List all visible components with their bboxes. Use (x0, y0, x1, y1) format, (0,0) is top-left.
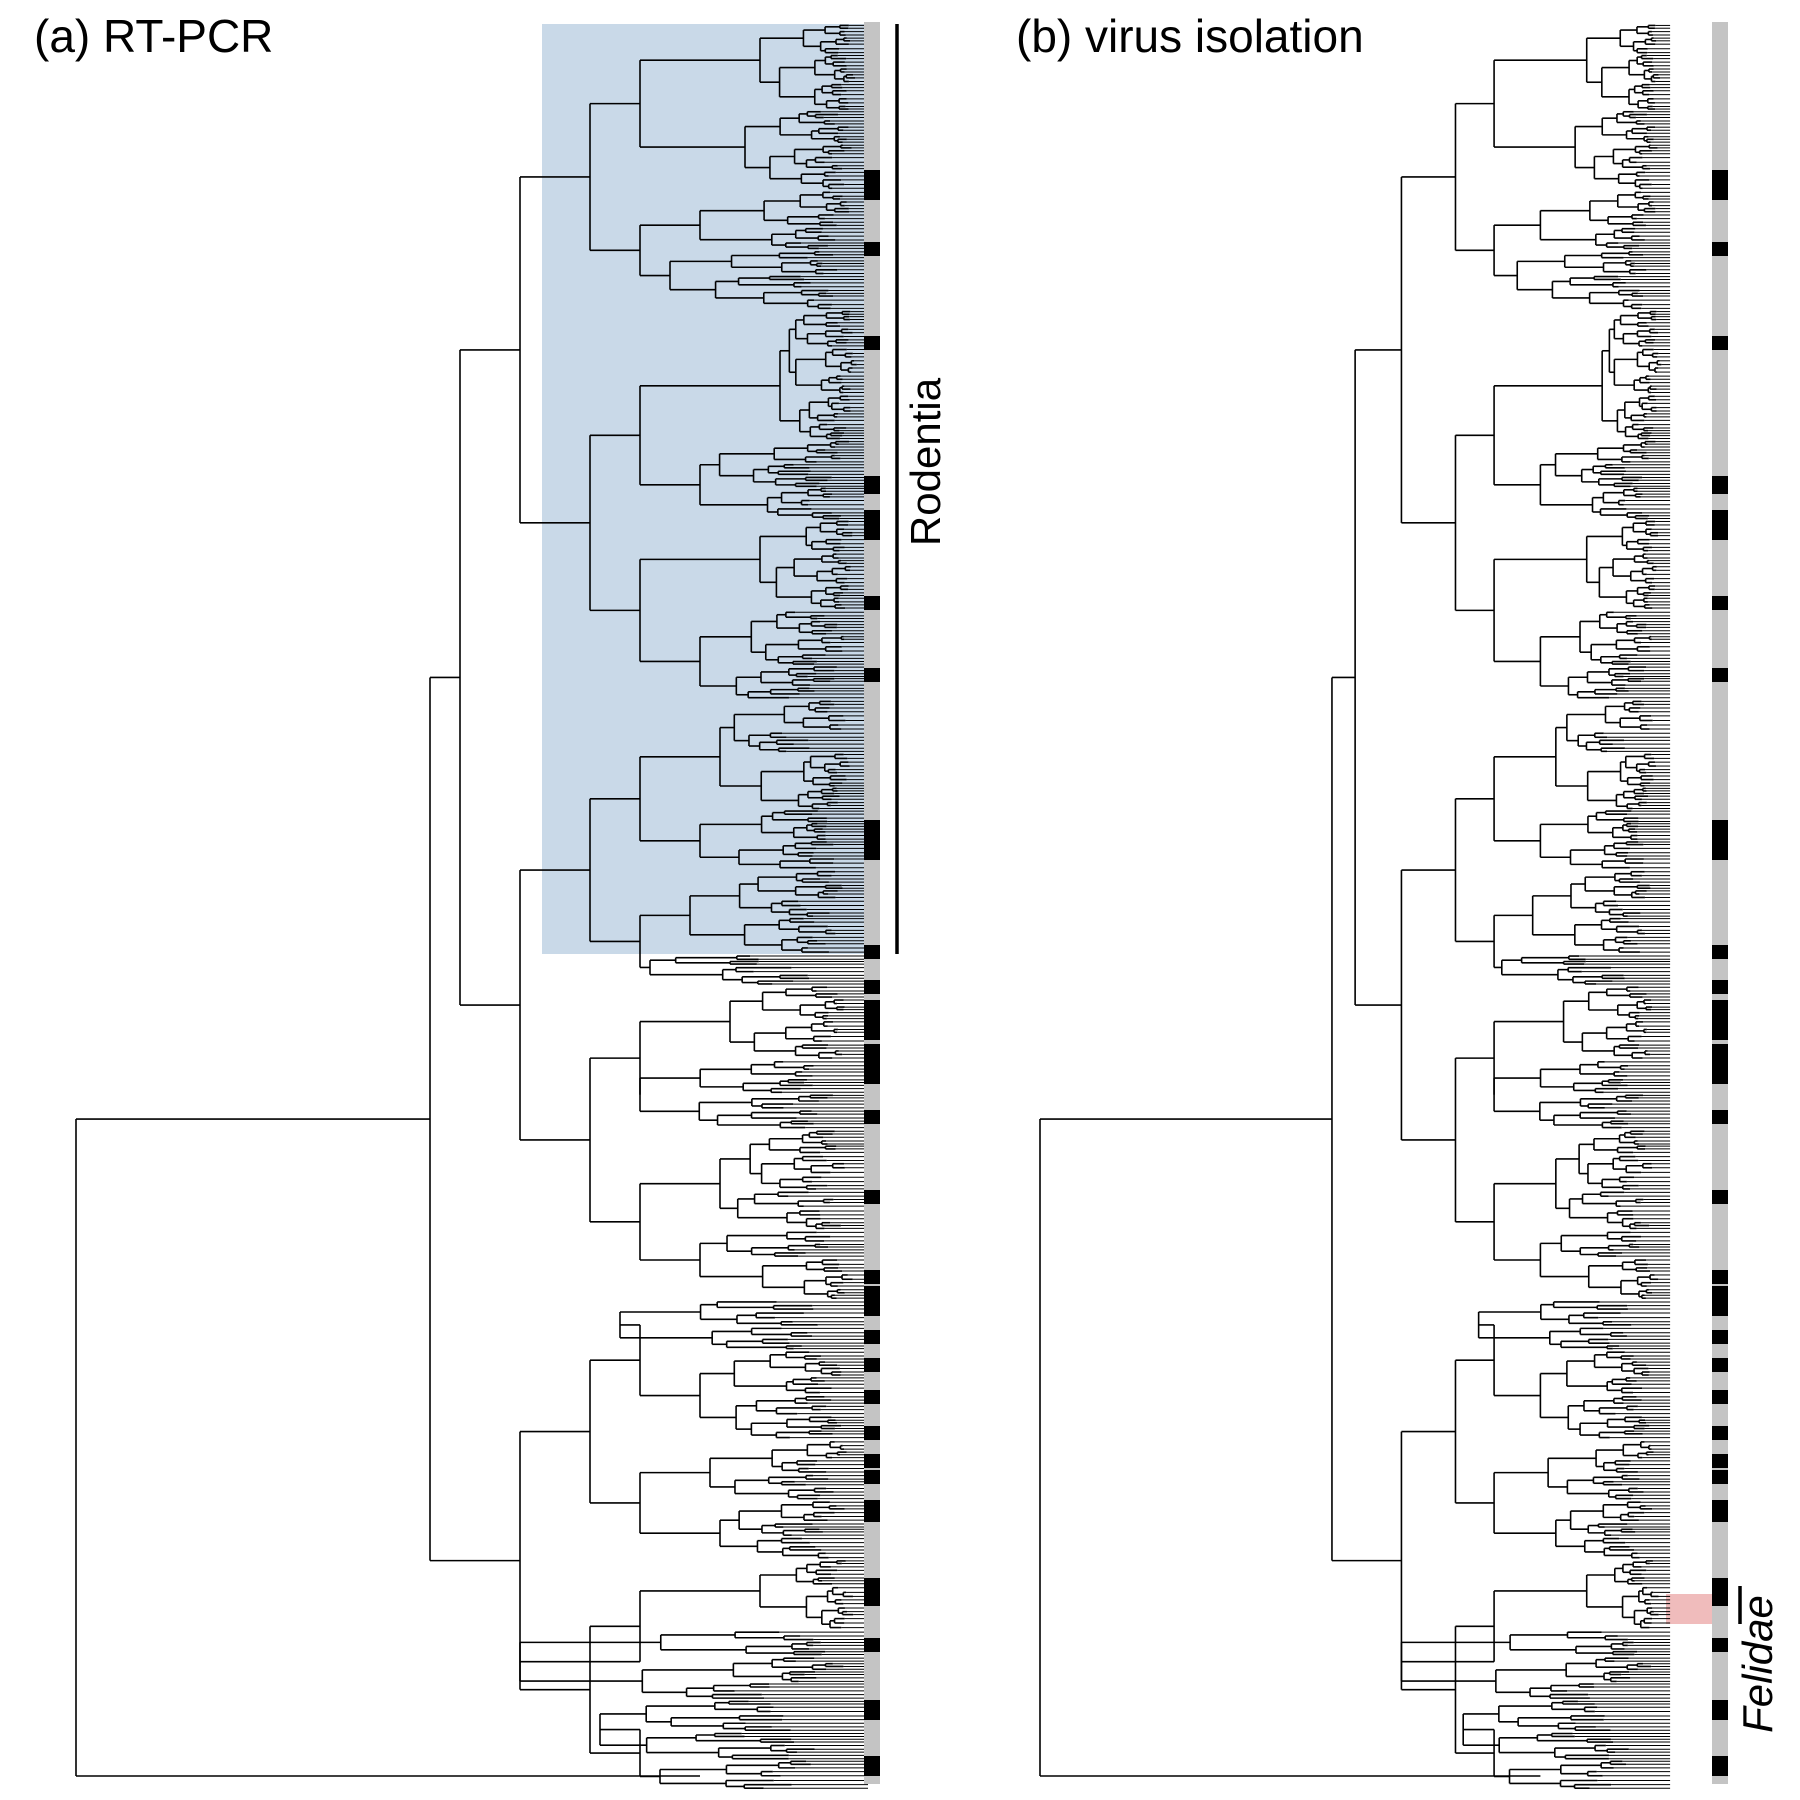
felidae-label: Felidae (1734, 1595, 1781, 1733)
phylogenetic-tree-b (1039, 24, 1671, 1790)
rodentia-label: Rodentia (902, 377, 949, 546)
panel-a-rt-pcr: (a) RT-PCR Rodentia (34, 10, 949, 1790)
tip-status-strip-a (864, 22, 880, 1784)
tip-status-strip-b (1712, 22, 1728, 1784)
panel-a-title: (a) RT-PCR (34, 10, 273, 62)
felidae-highlight (1666, 1594, 1712, 1624)
panel-b-title: (b) virus isolation (1016, 10, 1364, 62)
phylogenetic-tree-a (75, 24, 868, 1790)
panel-b-virus-isolation: (b) virus isolation Felidae (1016, 10, 1781, 1790)
